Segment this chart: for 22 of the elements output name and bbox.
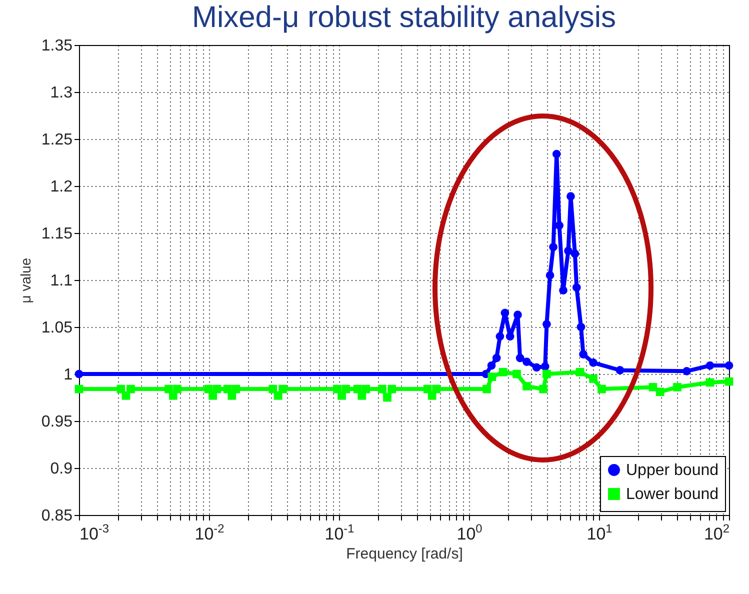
y-tick-label: 1.05 bbox=[41, 320, 73, 336]
x-tick-label: 10$^{2}$ bbox=[704, 522, 730, 544]
x-tick-label: 10$^{-3}$ bbox=[80, 522, 110, 544]
x-tick-label: 10$^{1}$ bbox=[586, 522, 613, 544]
x-axis-title: Frequency [rad/s] bbox=[346, 546, 463, 562]
y-tick-label: 0.85 bbox=[41, 508, 73, 524]
chart-title: Mixed-μ robust stability analysis bbox=[192, 1, 616, 34]
x-tick-label: 10$^{-1}$ bbox=[324, 522, 355, 544]
y-tick-label: 1.15 bbox=[41, 226, 73, 242]
y-tick-label: 1 bbox=[64, 366, 73, 384]
legend-label: Lower bound bbox=[626, 486, 719, 503]
y-tick-label: 1.1 bbox=[50, 272, 73, 290]
y-tick-label: 1.25 bbox=[41, 132, 73, 148]
x-tick-label: 10$^{0}$ bbox=[456, 522, 483, 544]
y-tick-label: 1.3 bbox=[50, 84, 73, 102]
y-tick-label: 0.95 bbox=[41, 414, 73, 430]
y-axis-title: μ value bbox=[17, 258, 34, 304]
x-tick-label: 10$^{-2}$ bbox=[194, 522, 225, 544]
y-tick-label: 0.9 bbox=[50, 460, 73, 478]
y-tick-label: 1.35 bbox=[41, 38, 73, 54]
legend-label: Upper bound bbox=[626, 462, 719, 479]
y-tick-label: 1.2 bbox=[50, 178, 73, 196]
